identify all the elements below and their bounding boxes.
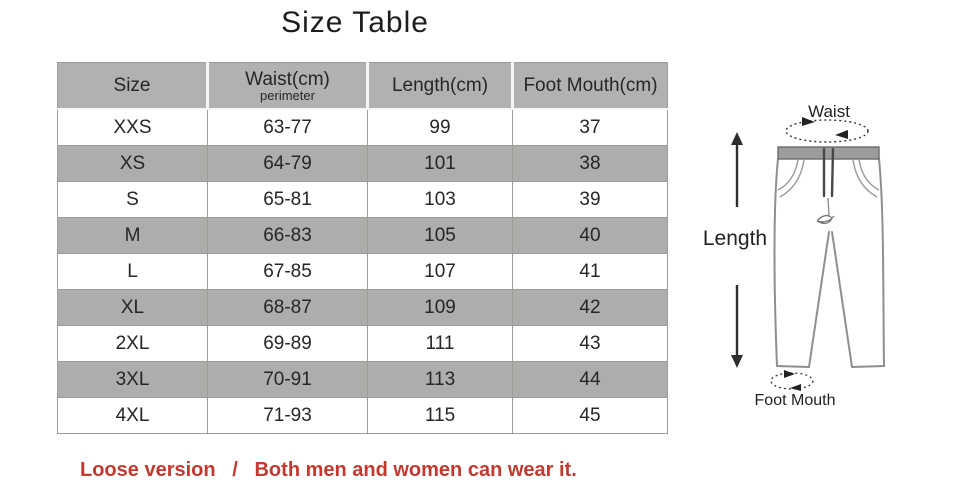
cell-length: 109 xyxy=(367,289,513,326)
size-table-body: XXS 63-77 99 37 XS 64-79 101 38 S 65-81 103 39 M 66-8… xyxy=(57,108,668,434)
cell-foot_mouth: 43 xyxy=(512,325,668,362)
cell-foot_mouth: 45 xyxy=(512,397,668,434)
size-table: Size Waist(cm) perimeter Length(cm) Foot… xyxy=(57,62,668,434)
cell-foot_mouth: 38 xyxy=(512,145,668,182)
cell-waist: 70-91 xyxy=(207,361,368,398)
page-title: Size Table xyxy=(281,6,429,39)
cell-size: XS xyxy=(57,145,208,182)
cell-foot_mouth: 42 xyxy=(512,289,668,326)
waist-label: Waist xyxy=(808,102,850,121)
cell-waist: 67-85 xyxy=(207,253,368,290)
cell-size: XXS xyxy=(57,108,208,146)
header-length: Length(cm) xyxy=(366,62,513,110)
pocket-curves xyxy=(777,159,880,198)
cell-waist: 63-77 xyxy=(207,108,368,146)
table-row: 4XL 71-93 115 45 xyxy=(57,397,668,434)
cell-waist: 64-79 xyxy=(207,145,368,182)
foot-mouth-measure-ellipse xyxy=(770,370,814,391)
cell-waist: 66-83 xyxy=(207,217,368,254)
header-length-label: Length(cm) xyxy=(391,74,489,96)
cell-waist: 69-89 xyxy=(207,325,368,362)
cell-length: 99 xyxy=(367,108,513,146)
cell-length: 105 xyxy=(367,217,513,254)
length-measure-arrow xyxy=(731,132,743,368)
cell-waist: 65-81 xyxy=(207,181,368,218)
cell-length: 107 xyxy=(367,253,513,290)
table-row: XXS 63-77 99 37 xyxy=(57,108,668,146)
table-row: XS 64-79 101 38 xyxy=(57,145,668,182)
drawstring xyxy=(822,147,835,198)
header-foot-mouth: Foot Mouth(cm) xyxy=(511,62,668,110)
cell-length: 113 xyxy=(367,361,513,398)
footer-note: Loose version / Both men and women can w… xyxy=(80,459,577,481)
header-foot-mouth-label: Foot Mouth(cm) xyxy=(523,74,658,96)
foot-mouth-arrow-left-icon xyxy=(790,384,801,391)
cell-length: 115 xyxy=(367,397,513,434)
header-size: Size xyxy=(57,62,208,110)
pants-measurement-diagram: Waist xyxy=(703,102,885,409)
cell-length: 103 xyxy=(367,181,513,218)
waist-arrow-right-icon xyxy=(802,117,815,126)
cell-size: L xyxy=(57,253,208,290)
table-row: M 66-83 105 40 xyxy=(57,217,668,254)
header-waist: Waist(cm) perimeter xyxy=(206,62,368,110)
header-waist-subheader: perimeter xyxy=(260,88,315,103)
cell-size: 4XL xyxy=(57,397,208,434)
table-row: XL 68-87 109 42 xyxy=(57,289,668,326)
cell-foot_mouth: 40 xyxy=(512,217,668,254)
table-row: S 65-81 103 39 xyxy=(57,181,668,218)
cell-length: 101 xyxy=(367,145,513,182)
cell-foot_mouth: 37 xyxy=(512,108,668,146)
cell-size: S xyxy=(57,181,208,218)
table-row: L 67-85 107 41 xyxy=(57,253,668,290)
waistband xyxy=(777,146,880,160)
table-row: 3XL 70-91 113 44 xyxy=(57,361,668,398)
length-label: Length xyxy=(703,227,767,250)
cell-size: 3XL xyxy=(57,361,208,398)
cell-foot_mouth: 41 xyxy=(512,253,668,290)
header-waist-label: Waist(cm) xyxy=(245,69,330,90)
waist-measure-ellipse xyxy=(785,117,869,143)
waist-arrow-left-icon xyxy=(835,130,848,139)
cell-size: 2XL xyxy=(57,325,208,362)
table-row: 2XL 69-89 111 43 xyxy=(57,325,668,362)
cell-foot_mouth: 39 xyxy=(512,181,668,218)
header-size-label: Size xyxy=(113,74,151,96)
cell-waist: 71-93 xyxy=(207,397,368,434)
table-header-row: Size Waist(cm) perimeter Length(cm) Foot… xyxy=(57,62,668,110)
foot-mouth-arrow-right-icon xyxy=(784,370,795,378)
cell-length: 111 xyxy=(367,325,513,362)
cell-size: M xyxy=(57,217,208,254)
fly-seam xyxy=(816,197,835,225)
cell-foot_mouth: 44 xyxy=(512,361,668,398)
pants-outline xyxy=(773,158,885,368)
foot-mouth-label: Foot Mouth xyxy=(755,392,836,409)
cell-size: XL xyxy=(57,289,208,326)
cell-waist: 68-87 xyxy=(207,289,368,326)
